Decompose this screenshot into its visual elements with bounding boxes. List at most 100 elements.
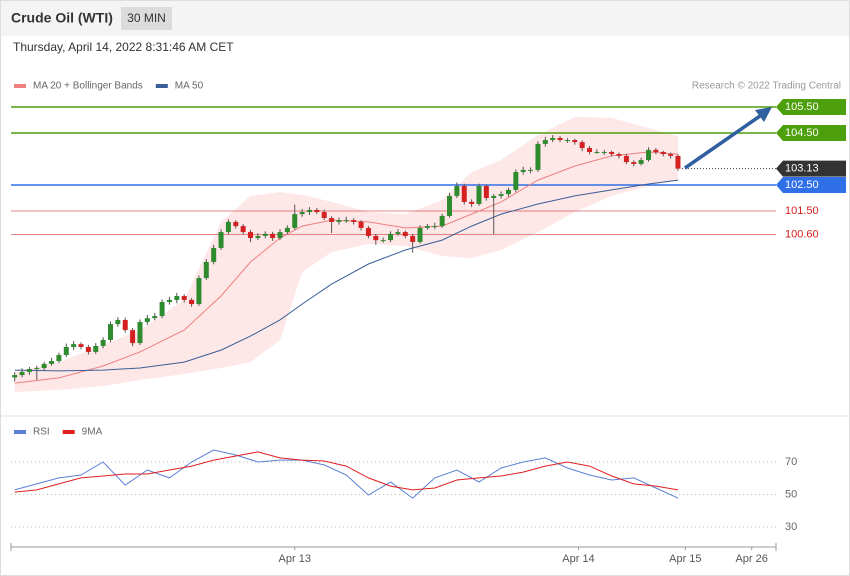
candle-body xyxy=(520,169,526,172)
title: Crude Oil (WTI) xyxy=(11,10,113,26)
credit: Research © 2022 Trading Central xyxy=(692,81,841,92)
candle-body xyxy=(137,322,143,344)
candle-body xyxy=(12,375,18,378)
candle-body xyxy=(122,319,128,331)
x-tick-label: Apr 26 xyxy=(735,553,767,565)
candle-body xyxy=(299,212,305,215)
candle-body xyxy=(56,355,62,362)
candle-body xyxy=(248,232,254,239)
candle-body xyxy=(277,232,283,239)
candle-body xyxy=(130,330,136,344)
arrow-head xyxy=(755,107,772,122)
candle-body xyxy=(292,214,298,228)
legend-swatch xyxy=(62,430,75,434)
candle-body xyxy=(601,151,607,153)
candle-body xyxy=(646,149,651,161)
candle-body xyxy=(572,140,578,143)
candle-body xyxy=(336,220,342,222)
candle-body xyxy=(34,368,40,370)
candle-body xyxy=(587,148,593,152)
legend-swatch xyxy=(14,430,26,434)
candle-body xyxy=(343,220,349,222)
x-tick-label: Apr 15 xyxy=(669,553,701,565)
candle-body xyxy=(557,137,563,141)
legend-swatch xyxy=(14,84,26,88)
y-tick-label: 50 xyxy=(785,488,797,500)
candle-body xyxy=(218,232,224,248)
candle-body xyxy=(189,299,195,305)
level-box xyxy=(776,160,846,177)
candle-body xyxy=(26,369,32,372)
candle-body xyxy=(402,232,408,236)
candle-body xyxy=(270,233,276,239)
arrow-shaft xyxy=(684,114,761,170)
candle-body xyxy=(358,221,364,228)
candle-body xyxy=(262,233,268,236)
candle-body xyxy=(388,233,394,241)
candle-body xyxy=(211,247,217,262)
candle-body xyxy=(505,189,511,195)
candle-body xyxy=(159,302,165,317)
candle-body xyxy=(107,324,113,340)
candle-body xyxy=(594,151,600,153)
legend-label: 9MA xyxy=(82,427,103,438)
candle-body xyxy=(550,137,556,141)
candle-body xyxy=(535,143,541,170)
candle-body xyxy=(424,226,430,228)
candle-body xyxy=(631,162,637,164)
candle-body xyxy=(483,186,489,198)
candle-body xyxy=(395,232,401,234)
candle-body xyxy=(85,346,91,352)
level-label: 100.60 xyxy=(785,228,819,240)
candle-body xyxy=(623,155,629,163)
candle-body xyxy=(439,215,445,227)
candle-body xyxy=(417,227,423,242)
candle-body xyxy=(528,169,534,171)
level-label: 103.13 xyxy=(785,163,819,175)
candle-body xyxy=(166,299,172,302)
candle-body xyxy=(476,186,482,204)
candle-body xyxy=(233,221,239,227)
level-label: 102.50 xyxy=(785,179,819,191)
candle-body xyxy=(616,154,622,156)
candle-body xyxy=(469,201,475,204)
candle-body xyxy=(203,261,209,279)
candle-body xyxy=(225,221,231,233)
legend-label: MA 50 xyxy=(175,81,204,92)
y-tick-label: 70 xyxy=(785,456,797,468)
candle-body xyxy=(78,344,84,347)
candle-body xyxy=(668,154,674,156)
level-box xyxy=(776,177,846,193)
candle-body xyxy=(284,227,290,233)
candle-body xyxy=(675,155,681,169)
candle-body xyxy=(181,296,187,300)
candle-body xyxy=(410,235,416,242)
level-box xyxy=(776,125,846,141)
candle-body xyxy=(93,345,99,352)
x-tick-label: Apr 13 xyxy=(279,553,311,565)
level-box xyxy=(776,99,846,115)
candle-body xyxy=(351,220,357,222)
candle-body xyxy=(461,186,467,202)
candle-body xyxy=(454,186,460,196)
candle-body xyxy=(609,151,615,155)
legend-swatch xyxy=(155,84,168,88)
y-tick-label: 30 xyxy=(785,521,797,533)
candle-body xyxy=(100,339,106,346)
candle-body xyxy=(432,226,438,228)
candle-body xyxy=(329,218,335,222)
candle-body xyxy=(174,296,180,300)
level-label: 104.50 xyxy=(785,127,819,139)
candle-body xyxy=(144,318,150,323)
rsi-line xyxy=(14,449,679,499)
ma50-line xyxy=(14,179,679,372)
candle-body xyxy=(365,227,371,236)
interval: 30 MIN xyxy=(127,11,166,25)
forecast-arrow xyxy=(684,107,772,170)
level-label: 101.50 xyxy=(785,205,819,217)
candle-body xyxy=(380,240,386,242)
legend-label: RSI xyxy=(33,427,50,438)
candle-body xyxy=(447,195,453,216)
